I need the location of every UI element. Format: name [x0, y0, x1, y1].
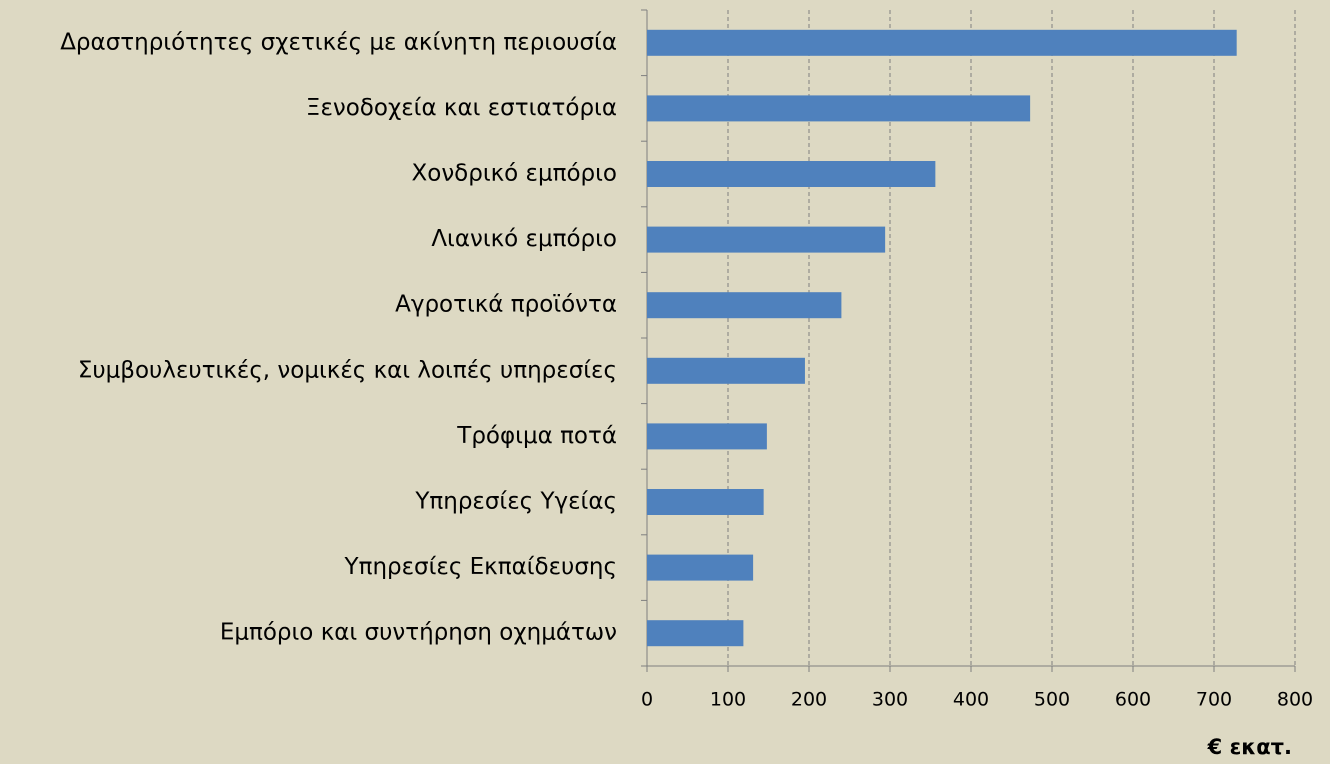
bar [647, 357, 805, 384]
x-tick-label: 0 [641, 689, 653, 711]
x-tick-label: 300 [872, 689, 908, 711]
bar [647, 292, 842, 319]
y-tick-label: Λιανικό εμπόριο [431, 226, 617, 252]
y-tick-label: Χονδρικό εμπόριο [411, 161, 617, 187]
y-tick-label: Συμβουλευτικές, νομικές και λοιπές υπηρε… [78, 357, 617, 383]
bar [647, 620, 744, 647]
x-tick-label: 100 [710, 689, 746, 711]
x-tick-label: 600 [1115, 689, 1151, 711]
bar [647, 29, 1237, 56]
x-axis-label: € εκατ. [1207, 735, 1292, 759]
x-tick-label: 700 [1196, 689, 1232, 711]
bar [647, 95, 1031, 122]
x-tick-label: 800 [1277, 689, 1313, 711]
bar [647, 554, 754, 581]
x-tick-label: 200 [791, 689, 827, 711]
y-tick-label: Τρόφιμα ποτά [456, 423, 617, 449]
bar [647, 161, 936, 187]
bar [647, 423, 767, 450]
y-tick-label: Αγροτικά προϊόντα [395, 292, 617, 318]
y-tick-label: Υπηρεσίες Υγείας [414, 489, 617, 515]
bar [647, 226, 886, 253]
x-tick-label: 400 [953, 689, 989, 711]
y-tick-label: Υπηρεσίες Εκπαίδευσης [344, 554, 617, 580]
y-tick-label: Δραστηριότητες σχετικές με ακίνητη περιο… [60, 29, 617, 55]
y-tick-label: Εμπόριο και συντήρηση οχημάτων [220, 620, 617, 646]
y-tick-label: Ξενοδοχεία και εστιατόρια [306, 95, 617, 121]
bar [647, 489, 764, 515]
x-tick-label: 500 [1034, 689, 1070, 711]
